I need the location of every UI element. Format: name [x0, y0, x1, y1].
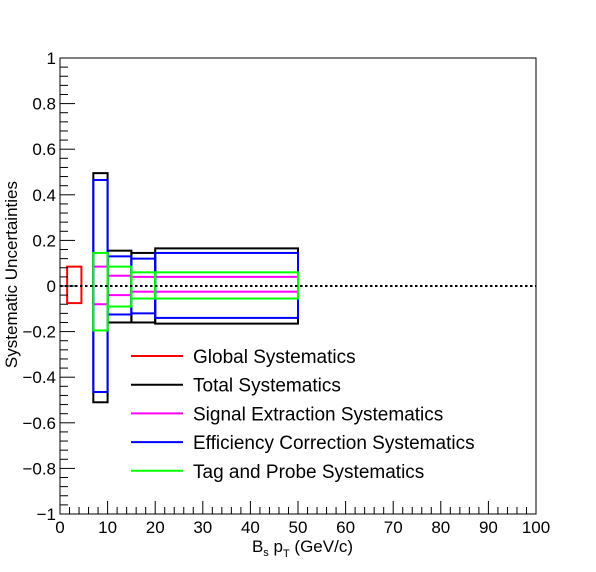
legend-label-total-systematics: Total Systematics: [193, 376, 341, 397]
y-tick-label: 0.4: [32, 186, 56, 205]
legend-label-tag-and-probe-systematics: Tag and Probe Systematics: [193, 462, 424, 483]
x-tick-label: 30: [193, 518, 212, 537]
y-tick-label: 0.2: [32, 231, 56, 250]
uncertainty-box-total-systematics-2: [130, 251, 157, 324]
x-tick-label: 20: [146, 518, 165, 537]
x-tick-label: 0: [55, 518, 64, 537]
x-tick-label: 100: [522, 518, 550, 537]
y-tick-label: 1: [47, 49, 56, 68]
y-tick-label: −1: [37, 505, 56, 524]
x-tick-label: 80: [431, 518, 450, 537]
legend-label-global-systematics: Global Systematics: [193, 347, 356, 368]
axis-ticks: [59, 57, 537, 515]
x-tick-label: 90: [479, 518, 498, 537]
uncertainty-box-tag-and-probe-systematics-0: [92, 251, 109, 332]
y-tick-label: 0.8: [32, 95, 56, 114]
y-tick-label: 0.6: [32, 140, 56, 159]
uncertainty-box-global-systematics-0: [66, 265, 83, 305]
legend-label-signal-extraction-systematics: Signal Extraction Systematics: [193, 404, 443, 425]
legend-label-efficiency-correction-systematics: Efficiency Correction Systematics: [193, 433, 475, 454]
y-tick-label: 0: [47, 277, 56, 296]
axis-tick-labels: 0 10 20 30 40 50 60 70 80 90 100−1−0.8−0.6−0.4−0.2…: [22, 49, 550, 537]
x-tick-label: 60: [336, 518, 355, 537]
uncertainty-box-total-systematics-0: [92, 172, 109, 404]
x-axis-title: Bs pT (GeV/c): [252, 537, 353, 560]
x-tick-label: 70: [384, 518, 403, 537]
x-tick-label: 10: [98, 518, 117, 537]
y-tick-label: −0.6: [22, 414, 56, 433]
uncertainty-box-signal-extraction-systematics-2: [130, 275, 157, 293]
legend: Global Systematics Total Systematics Signa…: [131, 347, 475, 483]
x-tick-label: 50: [289, 518, 308, 537]
y-tick-label: −0.2: [22, 323, 56, 342]
y-axis-title: Systematic Uncertainties: [2, 181, 21, 368]
uncertainty-box-signal-extraction-systematics-3: [154, 275, 299, 293]
y-tick-label: −0.4: [22, 368, 56, 387]
y-tick-label: −0.8: [22, 459, 56, 478]
x-tick-label: 40: [241, 518, 260, 537]
